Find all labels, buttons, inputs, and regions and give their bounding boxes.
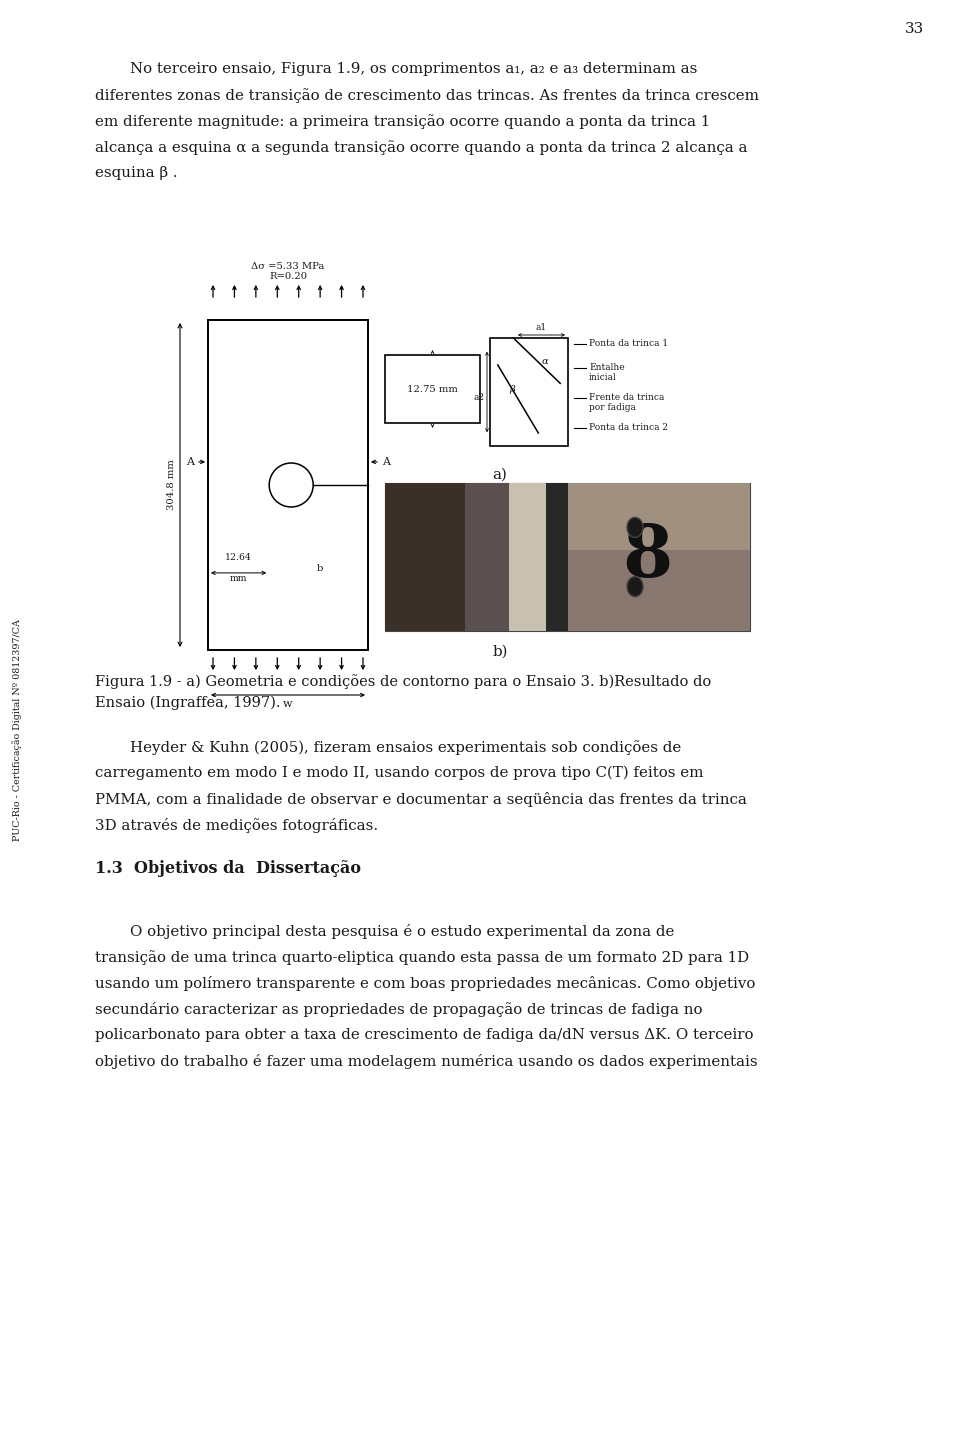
Bar (545, 483, 567, 630)
Text: R=0.20: R=0.20 (269, 272, 307, 281)
Text: a2: a2 (473, 393, 484, 402)
Text: esquina β .: esquina β . (95, 166, 178, 179)
Ellipse shape (627, 577, 643, 597)
Text: alcança a esquina α a segunda transição ocorre quando a ponta da trinca 2 alcanç: alcança a esquina α a segunda transição … (95, 140, 748, 155)
Bar (567, 483, 750, 549)
Text: inicial: inicial (589, 373, 616, 383)
Text: b): b) (492, 645, 508, 659)
Text: No terceiro ensaio, Figura 1.9, os comprimentos a₁, a₂ e a₃ determinam as: No terceiro ensaio, Figura 1.9, os compr… (130, 62, 697, 77)
Text: Ponta da trinca 1: Ponta da trinca 1 (589, 340, 668, 348)
Text: 12.75 mm: 12.75 mm (407, 385, 458, 393)
Text: Δσ =5.33 MPa: Δσ =5.33 MPa (252, 262, 324, 270)
Text: β: β (509, 385, 515, 395)
Text: Figura 1.9 - a) Geometria e condições de contorno para o Ensaio 3. b)Resultado d: Figura 1.9 - a) Geometria e condições de… (95, 674, 711, 688)
Text: mm: mm (229, 574, 248, 583)
Text: b: b (317, 564, 324, 574)
Bar (385, 483, 466, 630)
Text: 3D através de medições fotográficas.: 3D através de medições fotográficas. (95, 818, 378, 833)
Text: A: A (186, 457, 194, 467)
Text: 304.8 mm: 304.8 mm (167, 460, 176, 510)
Text: A: A (382, 457, 390, 467)
Text: objetivo do trabalho é fazer uma modelagem numérica usando os dados experimentai: objetivo do trabalho é fazer uma modelag… (95, 1054, 757, 1069)
Text: diferentes zonas de transição de crescimento das trincas. As frentes da trinca c: diferentes zonas de transição de crescim… (95, 88, 759, 103)
Text: a1: a1 (535, 322, 546, 333)
Text: w: w (283, 698, 293, 709)
Text: Frente da trinca: Frente da trinca (589, 393, 664, 402)
Text: carregamento em modo I e modo II, usando corpos de prova tipo C(T) feitos em: carregamento em modo I e modo II, usando… (95, 766, 704, 781)
Text: Ensaio (Ingraffea, 1997).: Ensaio (Ingraffea, 1997). (95, 696, 280, 710)
Text: policarbonato para obter a taxa de crescimento de fadiga da/dN versus ΔK. O terc: policarbonato para obter a taxa de cresc… (95, 1028, 754, 1043)
Bar (208, 320, 368, 651)
Text: PMMA, com a finalidade de observar e documentar a seqüência das frentes da trinc: PMMA, com a finalidade de observar e doc… (95, 792, 747, 807)
Bar (385, 483, 750, 630)
Text: α: α (541, 357, 548, 366)
Text: Heyder & Kuhn (2005), fizeram ensaios experimentais sob condições de: Heyder & Kuhn (2005), fizeram ensaios ex… (130, 740, 682, 755)
Ellipse shape (627, 518, 643, 538)
Text: 33: 33 (905, 22, 924, 36)
Text: O objetivo principal desta pesquisa é o estudo experimental da zona de: O objetivo principal desta pesquisa é o … (130, 924, 674, 938)
Text: transição de uma trinca quarto-eliptica quando esta passa de um formato 2D para : transição de uma trinca quarto-eliptica … (95, 950, 749, 964)
Text: por fadiga: por fadiga (589, 403, 636, 412)
Text: Entalhe: Entalhe (589, 363, 625, 373)
Text: secundário caracterizar as propriedades de propagação de trincas de fadiga no: secundário caracterizar as propriedades … (95, 1002, 703, 1017)
Text: PUC-Rio - Certificação Digital Nº 0812397/CA: PUC-Rio - Certificação Digital Nº 081239… (12, 619, 22, 842)
Text: 1.3  Objetivos da  Dissertação: 1.3 Objetivos da Dissertação (95, 860, 361, 878)
Text: 12.64: 12.64 (226, 552, 252, 562)
Circle shape (269, 463, 313, 508)
Bar (509, 483, 545, 630)
Text: a): a) (492, 469, 508, 482)
Text: Ponta da trinca 2: Ponta da trinca 2 (589, 424, 668, 432)
Text: 8: 8 (623, 522, 673, 593)
Bar (567, 483, 750, 630)
Bar (385, 356, 480, 424)
Bar (466, 483, 509, 630)
Text: usando um polímero transparente e com boas propriedades mecânicas. Como objetivo: usando um polímero transparente e com bo… (95, 976, 756, 991)
Bar (490, 338, 568, 445)
Text: em diferente magnitude: a primeira transição ocorre quando a ponta da trinca 1: em diferente magnitude: a primeira trans… (95, 114, 710, 129)
